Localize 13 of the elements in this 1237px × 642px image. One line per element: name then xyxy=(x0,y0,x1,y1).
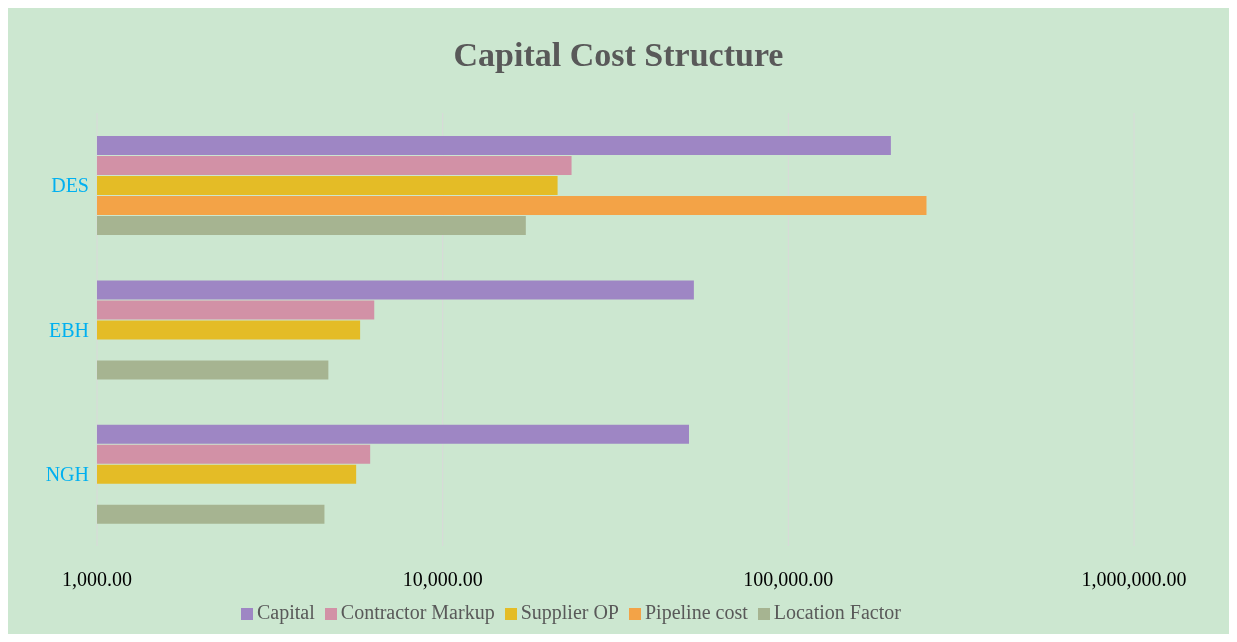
y-tick-label: DES xyxy=(51,174,89,197)
x-tick-label: 10,000.00 xyxy=(402,568,483,591)
legend-label: Capital xyxy=(257,601,315,623)
legend-label: Supplier OP xyxy=(520,601,619,623)
y-tick-label: EBH xyxy=(49,318,89,341)
x-tick-label: 1,000,000.00 xyxy=(1081,568,1187,591)
x-tick-label: 1,000.00 xyxy=(62,568,132,591)
y-tick-label: NGH xyxy=(45,462,89,485)
chart-title: Capital Cost Structure xyxy=(452,36,785,74)
legend-label: Location Factor xyxy=(773,601,901,623)
legend-label: Pipeline cost xyxy=(645,601,748,623)
x-tick-label: 100,000.00 xyxy=(743,568,834,591)
legend-label: Contractor Markup xyxy=(340,601,495,623)
